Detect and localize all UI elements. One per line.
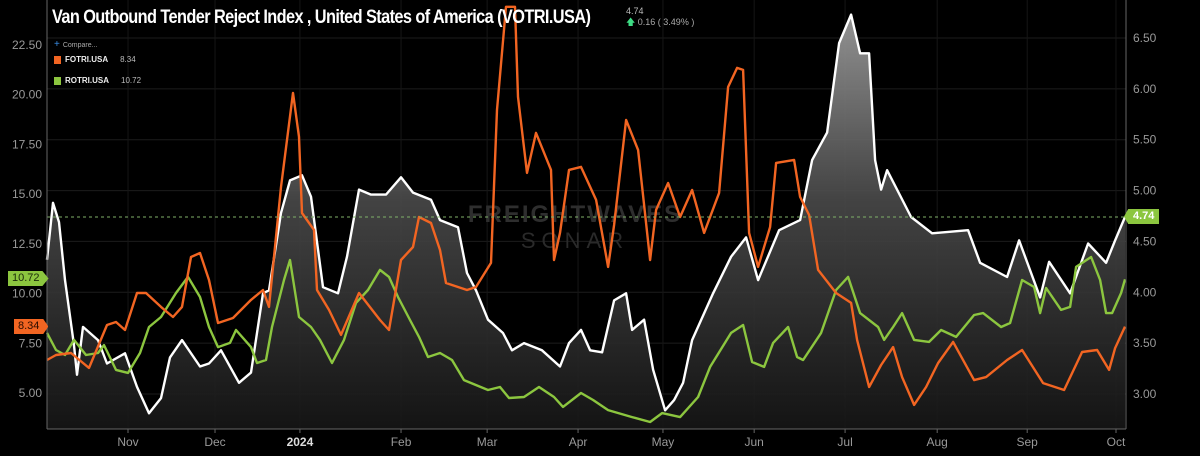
change-value: 0.16 ( 3.49% ): [637, 17, 695, 27]
x-axis-tick-label: Aug: [927, 435, 948, 449]
last-value-box: 4.74 🡅 0.16 ( 3.49% ): [626, 6, 694, 28]
left-axis-tick-label: 12.50: [12, 237, 42, 251]
right-axis-tick-label: 5.00: [1133, 184, 1157, 198]
right-axis-tick-label: 3.00: [1133, 387, 1157, 401]
left-axis-tick-label: 7.50: [19, 336, 43, 350]
left-axis-tick-label: 15.00: [12, 187, 42, 201]
left-axis-tick-label: 5.00: [19, 386, 43, 400]
right-axis-tick-label: 5.50: [1133, 133, 1157, 147]
chart-title: Van Outbound Tender Reject Index , Unite…: [52, 7, 591, 28]
series-line-rotri-usa: [45, 255, 1127, 424]
legend-value: 8.34: [120, 55, 136, 64]
x-axis-tick-label: Mar: [477, 435, 498, 449]
compare-label: Compare...: [62, 42, 98, 49]
series-line-fotri-usa: [46, 5, 1127, 407]
legend-swatch-green: [54, 76, 61, 85]
watermark: FREIGHTWAVES SONAR: [468, 201, 682, 253]
right-axis-tick-label: 4.00: [1133, 285, 1157, 299]
left-axis-tick-label: 10.00: [12, 287, 42, 301]
votri-value-badge: 4.74: [1124, 209, 1160, 224]
x-axis-tick-label: 2024: [287, 435, 314, 449]
plus-icon: +: [54, 39, 60, 50]
watermark-line2: SONAR: [521, 228, 629, 253]
x-axis-tick-label: Jul: [837, 435, 852, 449]
rotri-value-badge: 10.72: [8, 271, 49, 286]
right-axis-tick-label: 6.00: [1133, 82, 1157, 96]
x-axis-tick-label: Apr: [569, 435, 588, 449]
right-axis-tick-label: 3.50: [1133, 336, 1157, 350]
x-axis-tick-label: Oct: [1107, 435, 1126, 449]
legend-item-fotri[interactable]: FOTRI.USA 8.34: [54, 55, 136, 64]
left-axis-tick-label: 20.00: [12, 88, 42, 102]
x-axis-tick-label: Feb: [391, 435, 412, 449]
legend-item-rotri[interactable]: ROTRI.USA 10.72: [54, 76, 141, 85]
legend-swatch-orange: [54, 55, 61, 64]
last-value: 4.74: [626, 6, 644, 16]
compare-button[interactable]: + Compare...: [54, 39, 97, 50]
watermark-line1: FREIGHTWAVES: [468, 201, 682, 228]
tick-labels: 3.00 3.50 4.00 4.50 5.00 5.50 6.00 6.50 5.00 7.50…: [12, 31, 1157, 449]
fotri-value-badge: 8.34: [14, 319, 49, 334]
right-axis-tick-label: 6.50: [1133, 31, 1157, 45]
x-axis-tick-label: Jun: [744, 435, 763, 449]
arrow-up-icon: 🡅: [626, 17, 636, 27]
legend-name: ROTRI.USA: [65, 76, 109, 85]
x-axis-tick-label: Nov: [117, 435, 138, 449]
series-layer: [45, 5, 1127, 429]
x-axis-tick-label: Sep: [1017, 435, 1039, 449]
legend-name: FOTRI.USA: [65, 55, 109, 64]
x-axis-tick-label: May: [652, 435, 675, 449]
legend-value: 10.72: [121, 76, 142, 85]
left-axis-tick-label: 22.50: [12, 38, 42, 52]
series-line-votri-usa: [45, 13, 1127, 415]
x-axis-tick-label: Dec: [204, 435, 225, 449]
left-axis-tick-label: 17.50: [12, 137, 42, 151]
right-axis-tick-label: 4.50: [1133, 234, 1157, 248]
